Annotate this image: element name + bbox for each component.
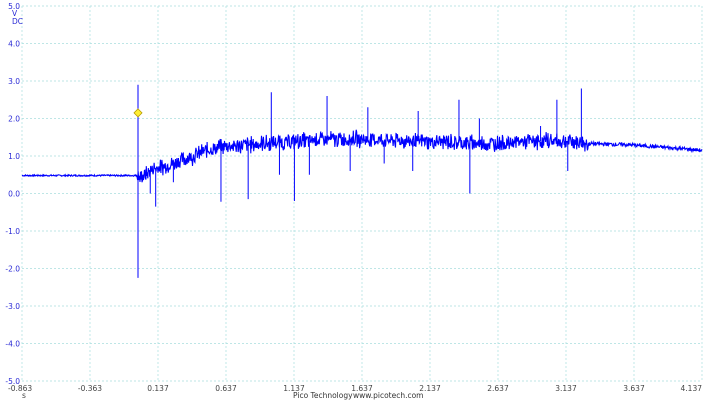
x-axis-unit: s	[22, 391, 26, 400]
y-tick-label: -3.0	[5, 302, 20, 311]
x-tick-label: -0.863	[8, 384, 32, 393]
x-tick-label: 1.137	[283, 384, 305, 393]
footer-brand: Pico Technology	[293, 391, 353, 400]
waveform-trace	[21, 84, 703, 278]
x-tick-label: 4.137	[681, 384, 703, 393]
y-unit-line-1: DC	[12, 17, 23, 26]
x-tick-label: 2.637	[487, 384, 509, 393]
y-tick-label: -2.0	[5, 265, 20, 274]
trace-band	[21, 129, 703, 183]
x-tick-label: -0.363	[78, 384, 102, 393]
y-tick-label: 0.0	[8, 190, 20, 199]
x-tick-label: 2.137	[419, 384, 441, 393]
y-tick-label: 3.0	[8, 77, 20, 86]
y-axis-ticks: 5.0 4.0 3.0 2.0 1.0 0.0 -1.0 -2.0 -3.0 -4.0 -5.0	[5, 2, 20, 386]
y-tick-label: -1.0	[5, 227, 20, 236]
x-tick-label: 3.137	[555, 384, 577, 393]
y-tick-label: 2.0	[8, 115, 20, 124]
grid-lines	[21, 5, 703, 382]
trigger-marker	[133, 108, 143, 118]
x-tick-label: 0.637	[215, 384, 237, 393]
y-tick-label: 1.0	[8, 152, 20, 161]
x-tick-label: 0.137	[147, 384, 169, 393]
y-tick-label: 5.0	[8, 2, 20, 11]
footer-url: www.picotech.com	[353, 391, 424, 400]
y-tick-label: -5.0	[5, 377, 20, 386]
x-tick-label: 3.637	[623, 384, 645, 393]
y-tick-label: 4.0	[8, 40, 20, 49]
y-unit-line-0: V	[12, 9, 18, 18]
y-axis-unit: V DC	[12, 9, 23, 26]
x-tick-label: 1.637	[351, 384, 373, 393]
x-axis-ticks: -0.863 -0.363 0.137 0.637 1.137 1.637 2.137 2.6…	[8, 384, 702, 393]
y-tick-label: -4.0	[5, 340, 20, 349]
